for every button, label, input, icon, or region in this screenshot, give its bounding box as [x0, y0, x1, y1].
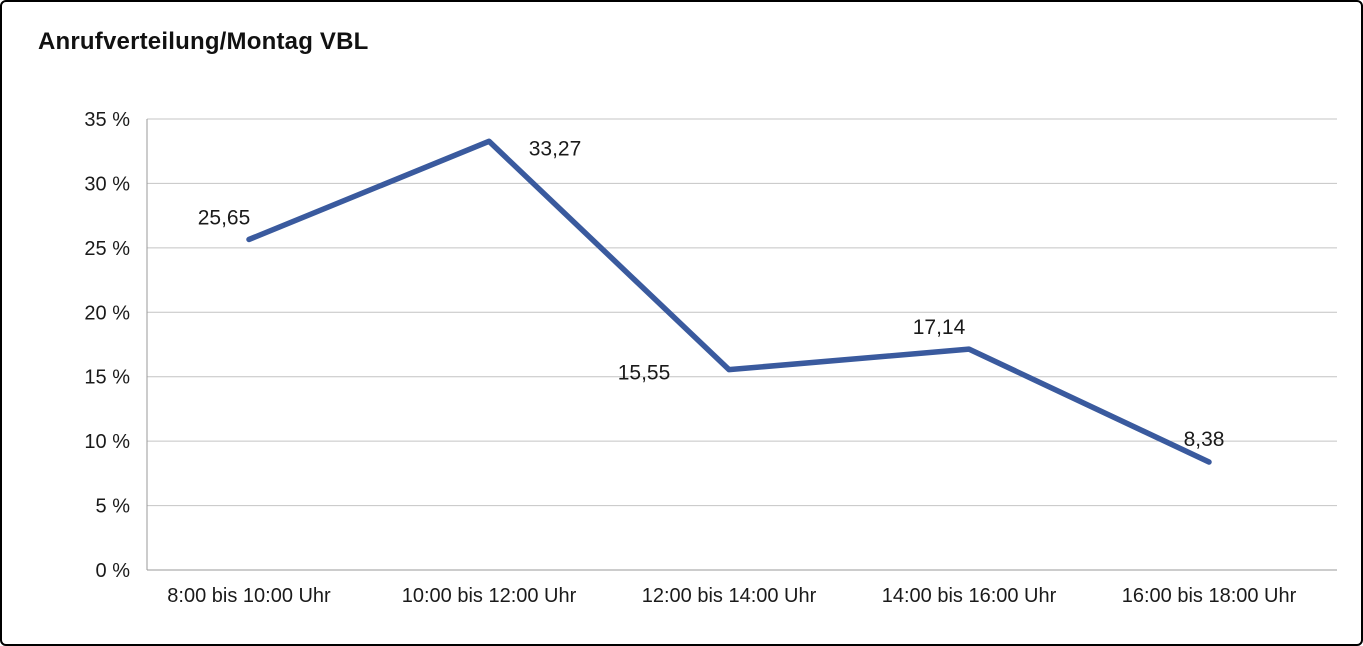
chart-title: Anrufverteilung/Montag VBL: [38, 28, 369, 55]
data-point-label: 25,65: [198, 206, 251, 229]
x-category-label: 10:00 bis 12:00 Uhr: [402, 585, 577, 607]
y-tick-label: 15 %: [84, 367, 130, 389]
y-tick-label: 0 %: [96, 560, 131, 582]
data-point-label: 33,27: [529, 137, 582, 160]
y-tick-label: 25 %: [84, 238, 130, 260]
y-tick-label: 5 %: [96, 496, 131, 518]
data-point-label: 17,14: [913, 316, 966, 339]
x-category-label: 16:00 bis 18:00 Uhr: [1122, 585, 1297, 607]
data-point-label: 8,38: [1184, 428, 1225, 451]
data-point-label: 15,55: [618, 362, 671, 385]
y-tick-label: 30 %: [84, 173, 130, 195]
x-category-label: 12:00 bis 14:00 Uhr: [642, 585, 817, 607]
series-line: [246, 138, 1212, 465]
y-tick-label: 10 %: [84, 431, 130, 453]
y-tick-label: 20 %: [84, 302, 130, 324]
x-category-label: 14:00 bis 16:00 Uhr: [882, 585, 1057, 607]
x-category-label: 8:00 bis 10:00 Uhr: [167, 585, 331, 607]
y-tick-label: 35 %: [84, 109, 130, 131]
